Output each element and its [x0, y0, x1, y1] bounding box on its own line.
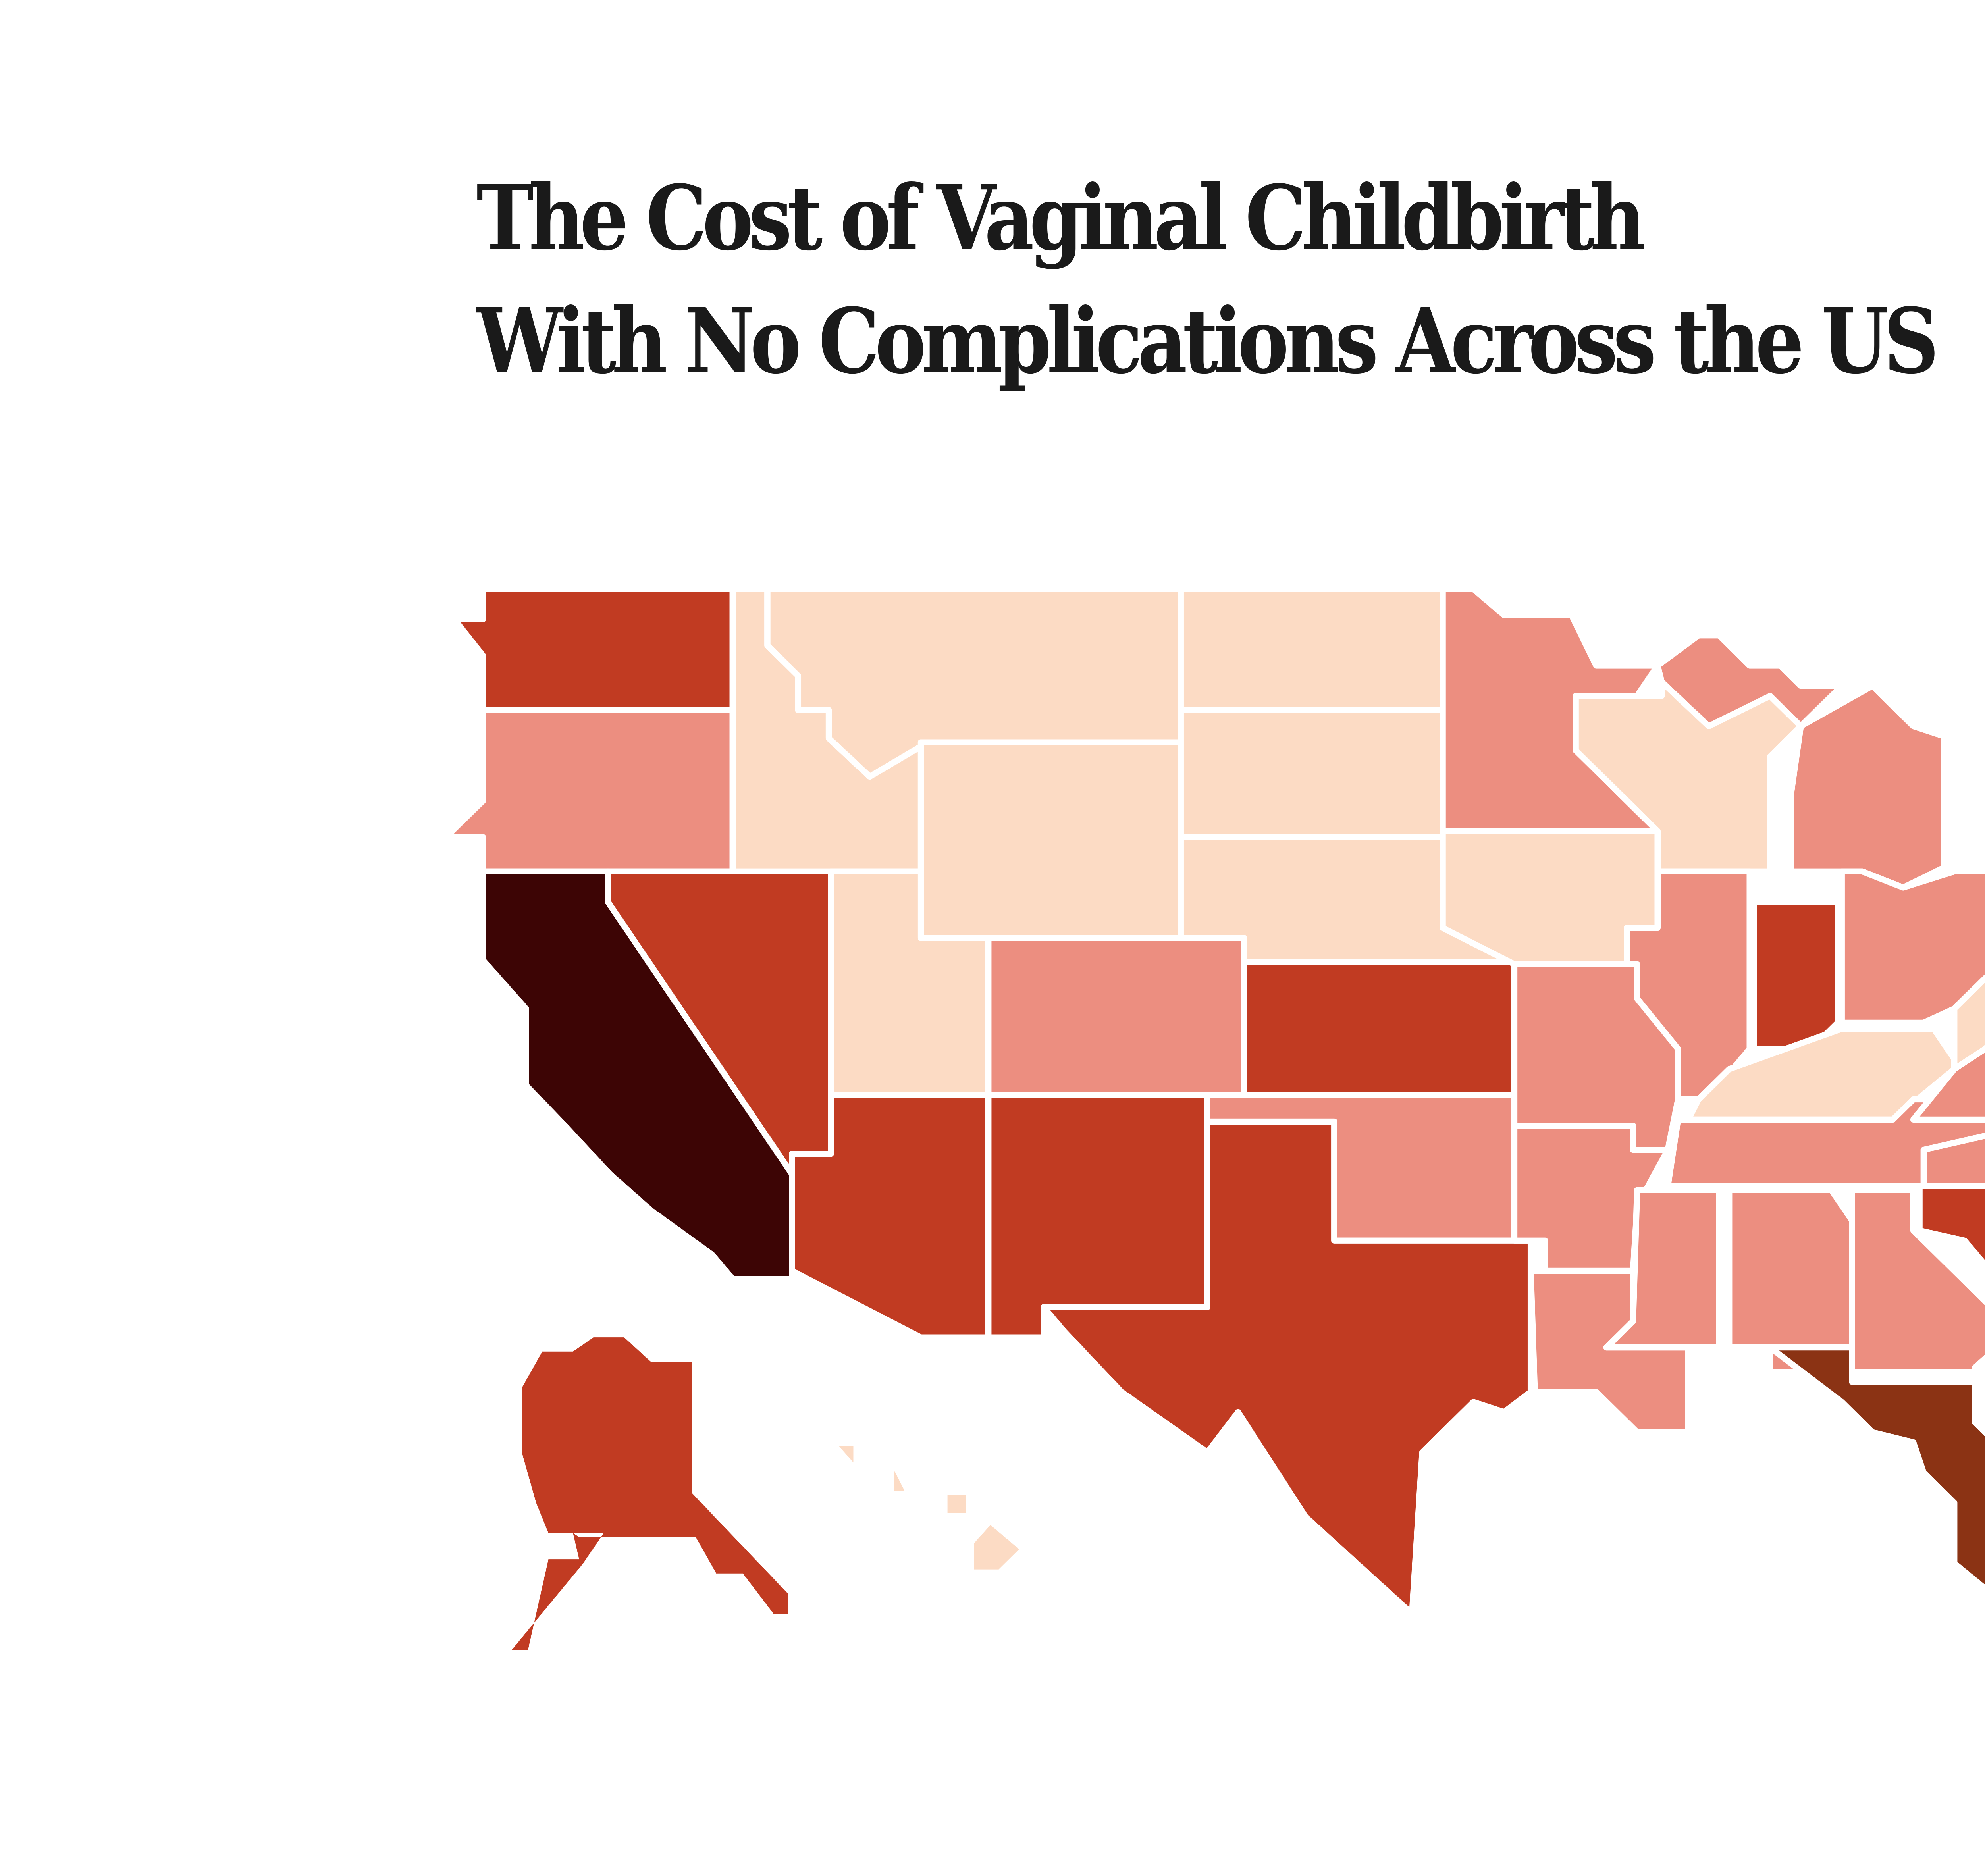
state-mi	[1654, 632, 1845, 730]
state-oh	[1839, 868, 1985, 1026]
chart-title: The Cost of Vaginal Childbirth With No C…	[476, 157, 1939, 403]
title-line-2: With No Complications Across the US	[476, 289, 1939, 394]
state-mi	[1787, 683, 1947, 891]
state-hi	[947, 1495, 966, 1513]
state-ms	[1603, 1187, 1722, 1351]
state-sc	[1916, 1183, 1985, 1270]
state-hi	[839, 1446, 854, 1463]
state-co	[985, 935, 1247, 1098]
state-in	[1750, 898, 1841, 1052]
state-sd	[1178, 707, 1446, 840]
state-hi	[974, 1525, 1019, 1570]
state-ak	[511, 1337, 788, 1650]
state-hi	[894, 1470, 905, 1491]
state-tx	[1041, 1118, 1534, 1617]
state-nm	[985, 1092, 1210, 1341]
state-nd	[1178, 586, 1446, 713]
title-line-1: The Cost of Vaginal Childbirth	[476, 166, 1646, 271]
state-ks	[1241, 959, 1518, 1098]
state-wa	[451, 586, 736, 713]
state-nc	[1920, 1133, 1985, 1189]
state-ga	[1849, 1187, 1985, 1375]
state-or	[443, 707, 736, 874]
state-fl	[1767, 1344, 1985, 1593]
state-tn	[1665, 1096, 1985, 1189]
state-wv	[1951, 974, 1985, 1072]
state-wy	[917, 739, 1184, 941]
